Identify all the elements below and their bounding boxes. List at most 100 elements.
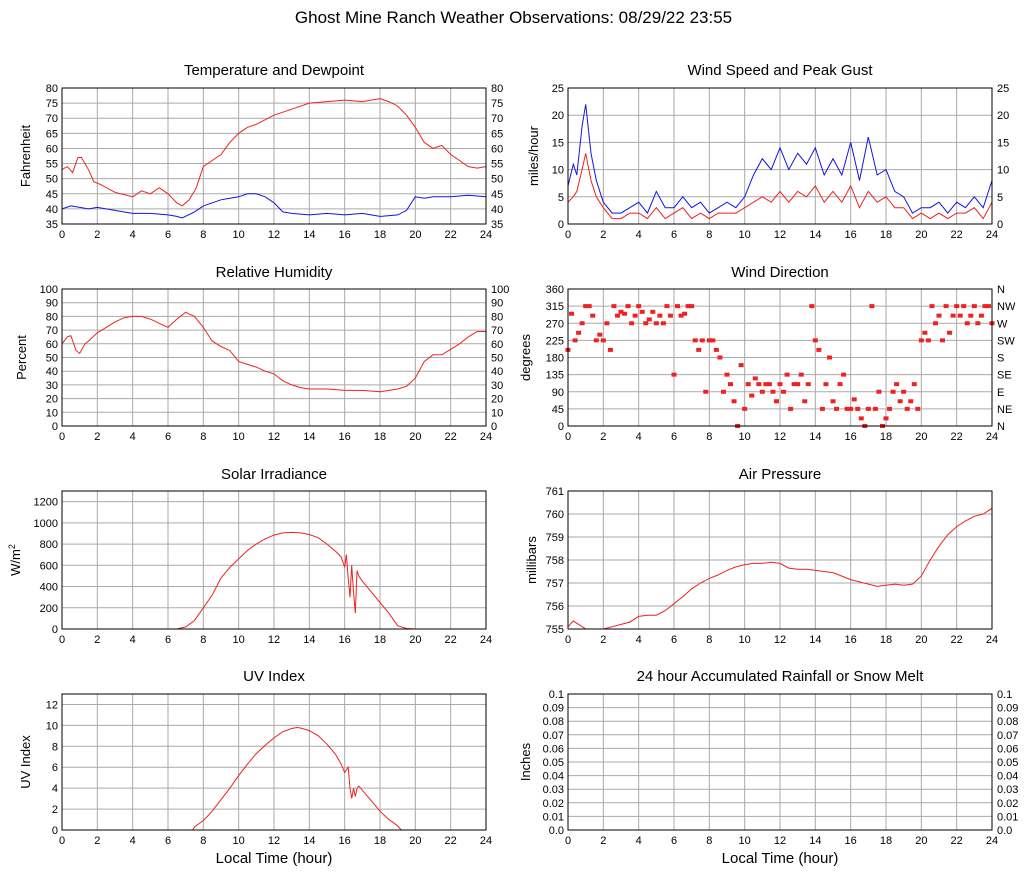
y-tick-label: 0.06 xyxy=(543,743,564,755)
plot-frame xyxy=(61,87,487,225)
data-point xyxy=(678,313,684,318)
x-tick-label: 24 xyxy=(480,835,492,847)
y-tick-label: 60 xyxy=(46,339,58,351)
y-tick-label: 225 xyxy=(546,335,564,347)
data-point xyxy=(791,382,797,387)
data-point xyxy=(706,338,712,343)
x-tick-label: 6 xyxy=(671,431,677,443)
x-tick-label: 2 xyxy=(600,431,606,443)
data-point xyxy=(689,304,695,309)
right-y-tick-label: 0.0 xyxy=(997,825,1012,837)
x-tick-label: 10 xyxy=(739,835,751,847)
x-tick-label: 4 xyxy=(636,835,642,847)
y-tick-label: 0.04 xyxy=(543,771,564,783)
right-y-tick-label: 55 xyxy=(491,159,503,171)
y-tick-label: 5 xyxy=(558,192,564,204)
x-tick-label: 2 xyxy=(94,835,100,847)
data-point xyxy=(872,406,878,411)
data-point xyxy=(576,330,582,335)
x-tick-label: 14 xyxy=(809,634,821,646)
x-tick-label: 6 xyxy=(165,835,171,847)
data-point xyxy=(657,313,663,318)
right-y-tick-label: 65 xyxy=(491,128,503,140)
right-y-tick-label: 0.08 xyxy=(997,716,1018,728)
x-tick-label: 14 xyxy=(303,835,315,847)
x-tick-label: 16 xyxy=(845,634,857,646)
data-point xyxy=(812,338,818,343)
x-tick-label: 10 xyxy=(233,634,245,646)
x-tick-label: 12 xyxy=(774,431,786,443)
y-tick-label: 45 xyxy=(552,404,564,416)
y-tick-label: 45 xyxy=(46,189,58,201)
data-point xyxy=(957,313,963,318)
data-point xyxy=(583,304,589,309)
x-tick-label: 0 xyxy=(565,835,571,847)
data-point xyxy=(781,389,787,394)
chart-title: Air Pressure xyxy=(739,466,822,483)
y-tick-label: 757 xyxy=(546,578,564,590)
data-point xyxy=(964,321,970,326)
data-point xyxy=(685,304,691,309)
x-tick-label: 18 xyxy=(374,634,386,646)
x-tick-label: 2 xyxy=(600,835,606,847)
data-point xyxy=(713,347,719,352)
data-point xyxy=(837,382,843,387)
x-tick-label: 8 xyxy=(200,835,206,847)
y-tick-label: 70 xyxy=(46,113,58,125)
data-point xyxy=(788,406,794,411)
x-tick-label: 14 xyxy=(809,229,821,241)
x-tick-label: 8 xyxy=(200,229,206,241)
y-tick-label: 20 xyxy=(46,394,58,406)
data-point xyxy=(597,332,603,337)
data-point xyxy=(985,304,991,309)
x-tick-label: 16 xyxy=(339,431,351,443)
y-tick-label: 360 xyxy=(546,284,564,296)
right-y-tick-label: 45 xyxy=(491,189,503,201)
x-tick-label: 6 xyxy=(671,835,677,847)
data-point xyxy=(848,406,854,411)
data-point xyxy=(855,406,861,411)
data-point xyxy=(922,330,928,335)
data-point xyxy=(600,338,606,343)
data-point xyxy=(826,355,832,360)
x-tick-label: 24 xyxy=(480,634,492,646)
y-tick-label: 2 xyxy=(52,804,58,816)
right-y-tick-label: SW xyxy=(997,335,1015,347)
data-point xyxy=(643,321,649,326)
data-point xyxy=(795,382,801,387)
data-point xyxy=(968,313,974,318)
series-line-0 xyxy=(62,531,486,630)
x-tick-label: 10 xyxy=(739,431,751,443)
chart-title: Temperature and Dewpoint xyxy=(184,62,365,79)
y-tick-label: 0.09 xyxy=(543,703,564,715)
x-tick-label: 8 xyxy=(706,431,712,443)
x-tick-label: 4 xyxy=(130,229,136,241)
data-point xyxy=(975,321,981,326)
right-y-tick-label: 25 xyxy=(997,83,1009,95)
data-point xyxy=(728,382,734,387)
data-point xyxy=(947,330,953,335)
right-y-tick-label: E xyxy=(997,387,1004,399)
data-point xyxy=(749,393,755,398)
x-tick-label: 4 xyxy=(130,431,136,443)
data-point xyxy=(622,311,628,316)
y-tick-label: 0.1 xyxy=(549,689,564,701)
x-tick-label: 20 xyxy=(409,835,421,847)
data-point xyxy=(745,382,751,387)
x-tick-label: 12 xyxy=(774,835,786,847)
x-tick-label: 20 xyxy=(915,229,927,241)
right-y-tick-label: 10 xyxy=(491,407,503,419)
right-y-tick-label: 0.01 xyxy=(997,811,1018,823)
x-tick-label: 4 xyxy=(130,634,136,646)
data-point xyxy=(809,304,815,309)
x-tick-label: 20 xyxy=(409,229,421,241)
y-tick-label: 0.0 xyxy=(549,825,564,837)
x-tick-label: 12 xyxy=(774,229,786,241)
data-point xyxy=(971,304,977,309)
x-tick-label: 8 xyxy=(706,835,712,847)
right-y-tick-label: 0.07 xyxy=(997,730,1018,742)
y-tick-label: 35 xyxy=(46,219,58,231)
x-tick-label: 16 xyxy=(845,431,857,443)
